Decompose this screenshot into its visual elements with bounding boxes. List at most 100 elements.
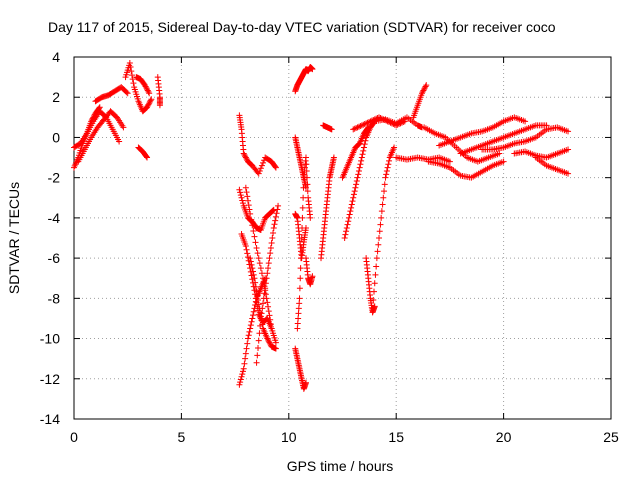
data-point: [300, 194, 307, 201]
data-point: [263, 295, 270, 302]
x-tick-label: 20: [496, 429, 512, 445]
data-point: [265, 260, 272, 267]
data-point: [446, 158, 453, 165]
data-point: [365, 119, 372, 126]
series-arc-23: [320, 122, 335, 133]
data-point: [354, 174, 361, 181]
data-point: [328, 126, 335, 133]
data-point: [236, 381, 243, 388]
data-point: [256, 330, 263, 337]
series-arc-3: [75, 108, 127, 165]
data-point: [500, 158, 507, 165]
data-point: [361, 141, 368, 148]
data-point: [128, 68, 135, 75]
data-point: [247, 322, 254, 329]
data-point: [353, 178, 360, 185]
data-point: [272, 164, 279, 171]
data-point: [240, 150, 247, 157]
data-point: [565, 128, 572, 135]
data-point: [273, 210, 280, 217]
series-arc-32: [421, 124, 503, 165]
data-point: [360, 144, 367, 151]
y-tick-label: -10: [40, 331, 60, 347]
series-arc-19: [294, 154, 314, 332]
data-point: [355, 123, 362, 130]
data-point: [341, 235, 348, 241]
series-arc-5: [122, 60, 155, 115]
data-point: [262, 291, 269, 298]
data-point: [348, 204, 355, 211]
plot-frame: [73, 56, 612, 420]
data-point: [246, 328, 253, 335]
data-point: [258, 162, 265, 169]
data-point: [299, 224, 306, 231]
data-point: [247, 325, 254, 332]
data-point: [295, 310, 302, 317]
data-point: [299, 214, 306, 221]
series-arc-7: [135, 144, 151, 161]
data-point: [241, 151, 248, 158]
data-point: [257, 309, 264, 316]
data-point: [297, 255, 304, 262]
data-point: [249, 222, 256, 229]
data-point: [239, 200, 246, 207]
data-point: [355, 167, 362, 174]
data-point: [496, 150, 503, 157]
data-point: [243, 246, 250, 253]
data-point: [298, 245, 305, 252]
data-point: [264, 299, 271, 306]
data-point: [244, 197, 251, 204]
data-point: [350, 194, 357, 201]
data-point: [373, 263, 380, 270]
data-point: [257, 322, 264, 329]
data-point: [253, 288, 260, 295]
data-point: [342, 231, 349, 238]
data-point: [242, 350, 249, 357]
data-point: [252, 279, 259, 286]
data-point: [304, 188, 311, 195]
data-point: [376, 235, 383, 241]
data-point: [565, 146, 572, 153]
series-arc-25: [341, 118, 378, 241]
data-point: [237, 189, 244, 196]
data-point: [361, 121, 368, 128]
data-point: [250, 308, 257, 315]
data-point: [145, 88, 152, 95]
data-point: [355, 141, 362, 148]
data-point: [251, 275, 258, 282]
data-point: [260, 159, 267, 166]
data-point: [238, 373, 245, 380]
data-point: [376, 228, 383, 235]
data-point: [309, 273, 316, 280]
x-tick-label: 10: [281, 429, 297, 445]
series-arc-29: [371, 114, 425, 131]
data-point: [420, 87, 427, 94]
data-point: [262, 287, 269, 294]
data-point: [248, 216, 255, 223]
data-point: [243, 155, 250, 162]
series-arc-15: [242, 184, 275, 332]
data-point: [256, 260, 263, 267]
data-point: [386, 157, 393, 164]
y-tick-label: -8: [48, 290, 61, 306]
data-point: [421, 86, 428, 93]
data-point: [384, 164, 391, 171]
data-point: [268, 240, 275, 247]
data-point: [259, 305, 266, 312]
data-point: [255, 297, 262, 304]
data-point: [267, 316, 274, 323]
data-point: [272, 217, 279, 224]
data-point: [352, 184, 359, 191]
data-point: [143, 84, 150, 91]
data-point: [346, 211, 353, 218]
data-point: [244, 335, 251, 342]
data-point: [274, 206, 281, 213]
data-point: [250, 271, 257, 278]
data-point: [148, 96, 155, 103]
data-point: [307, 214, 314, 221]
series-arc-33: [425, 158, 507, 181]
data-point: [249, 315, 256, 322]
data-point: [265, 303, 272, 310]
data-point: [383, 167, 390, 174]
series-arc-37: [511, 146, 572, 161]
